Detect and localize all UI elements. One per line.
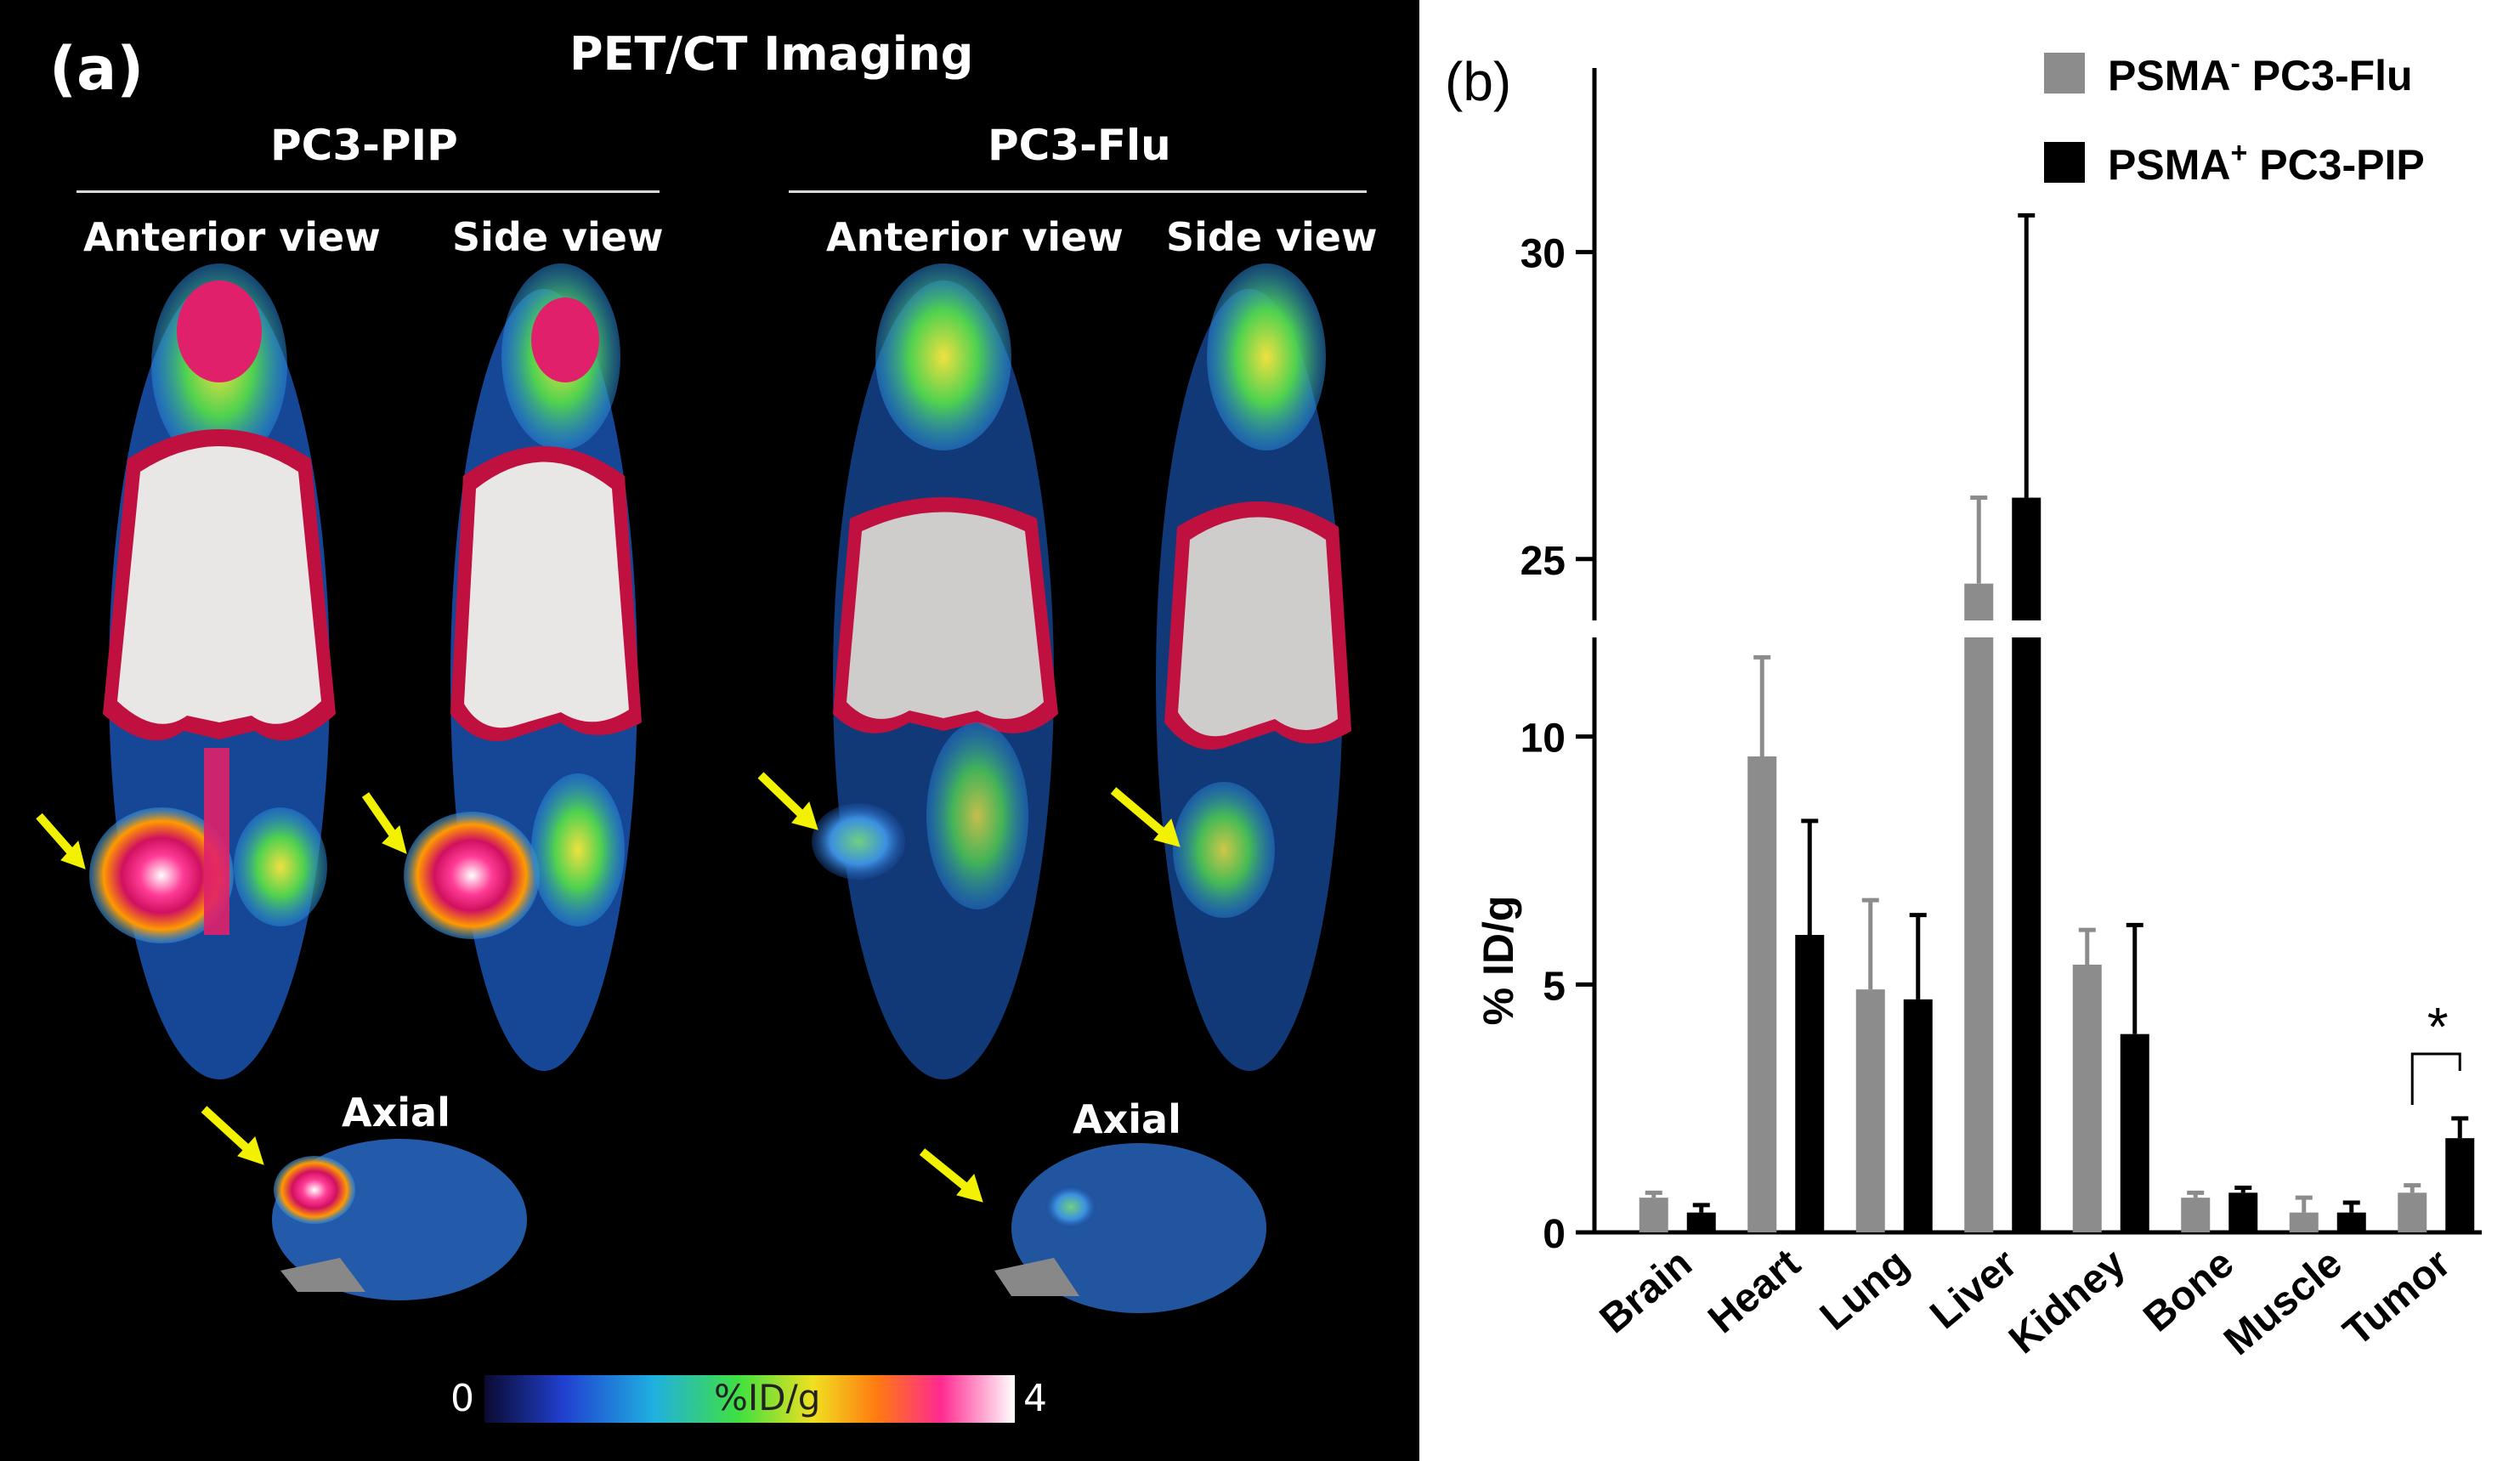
panel-a-label: (a) [49,34,144,104]
y-tick-label: 30 [1520,232,1566,277]
view-label-flu-anterior: Anterior view [826,214,1124,260]
colorbar-label: %ID/g [714,1377,821,1419]
y-axis-label: % ID/g [1475,896,1522,1026]
bar-kidney-2 [2120,1033,2149,1232]
y-tick-label: 25 [1520,539,1566,584]
scan-pip-anterior [89,263,336,1079]
bar-brain-2 [1686,1212,1716,1232]
pet-ct-panel: (a) PET/CT Imaging PC3-PIP Anterior view… [0,0,1419,1461]
legend-label-2: PSMA+ PC3-PIP [2108,137,2425,189]
group-title-pip: PC3-PIP [270,121,458,170]
pet-ct-images [36,263,1351,1423]
bars: * [1639,212,2475,1232]
bar-tumor-1 [2398,1192,2427,1232]
group-title-flu: PC3-Flu [988,121,1171,170]
bar-heart-1 [1747,756,1777,1232]
bar-tumor-2 [2445,1138,2475,1232]
colorbar [484,1375,1015,1423]
bar-heart-2 [1795,935,1825,1232]
y-tick-label: 5 [1543,964,1566,1009]
legend-swatch-1 [2044,53,2085,93]
scan-pip-side [404,263,642,1071]
x-tick-label-muscle: Muscle [2216,1241,2351,1364]
colorbar-max: 4 [1023,1377,1047,1420]
bar-liver-2-upper [2012,497,2041,620]
x-tick-label-tumor: Tumor [2336,1241,2460,1355]
significance-star: * [2427,996,2449,1057]
tumor-arrows [36,772,1181,1203]
y-tick-label: 0 [1543,1212,1566,1257]
x-tick-label-lung: Lung [1812,1241,1917,1339]
scan-flu-side [1156,263,1351,1071]
bar-bone-1 [2181,1198,2211,1232]
axial-flu [994,1143,1266,1313]
y-tick-label: 10 [1520,716,1566,762]
bar-kidney-1 [2072,965,2102,1232]
pet-ct-title: PET/CT Imaging [569,27,974,81]
bar-bone-2 [2228,1192,2258,1232]
view-label-flu-side: Side view [1166,214,1378,260]
bar-liver-2-lower [2012,637,2041,1232]
group-rule-flu [789,190,1367,193]
axial-label-pip: Axial [342,1090,450,1135]
colorbar-min: 0 [450,1377,474,1420]
axial-label-flu: Axial [1073,1096,1181,1142]
bar-lung-1 [1855,989,1885,1232]
axial-pip [272,1139,527,1300]
axes: 0 5 10 25 30 [1520,68,2482,1257]
bar-muscle-2 [2336,1212,2366,1232]
x-tick-label-brain: Brain [1592,1241,1701,1342]
biodistribution-panel: (b) PSMA- PC3-Flu PSMA+ PC3-PIP 0 5 10 25 30 … [1419,0,2520,1461]
bar-brain-1 [1639,1198,1668,1232]
legend-swatch-2 [2044,142,2085,183]
group-rule-pip [76,190,660,193]
bar-liver-1-upper [1964,583,1994,620]
x-tick-label-heart: Heart [1700,1241,1809,1342]
view-label-pip-anterior: Anterior view [83,214,381,260]
significance-bracket [2410,1052,2461,1105]
view-label-pip-side: Side view [452,214,664,260]
legend-label-1: PSMA- PC3-Flu [2108,48,2413,99]
scan-flu-anterior [812,263,1058,1079]
legend: PSMA- PC3-Flu PSMA+ PC3-PIP [2044,48,2425,189]
bar-liver-1-lower [1964,637,1994,1232]
panel-b-label: (b) [1445,51,1511,112]
bar-lung-2 [1903,999,1933,1232]
x-tick-label-kidney: Kidney [2001,1241,2134,1363]
bar-muscle-1 [2289,1212,2319,1232]
